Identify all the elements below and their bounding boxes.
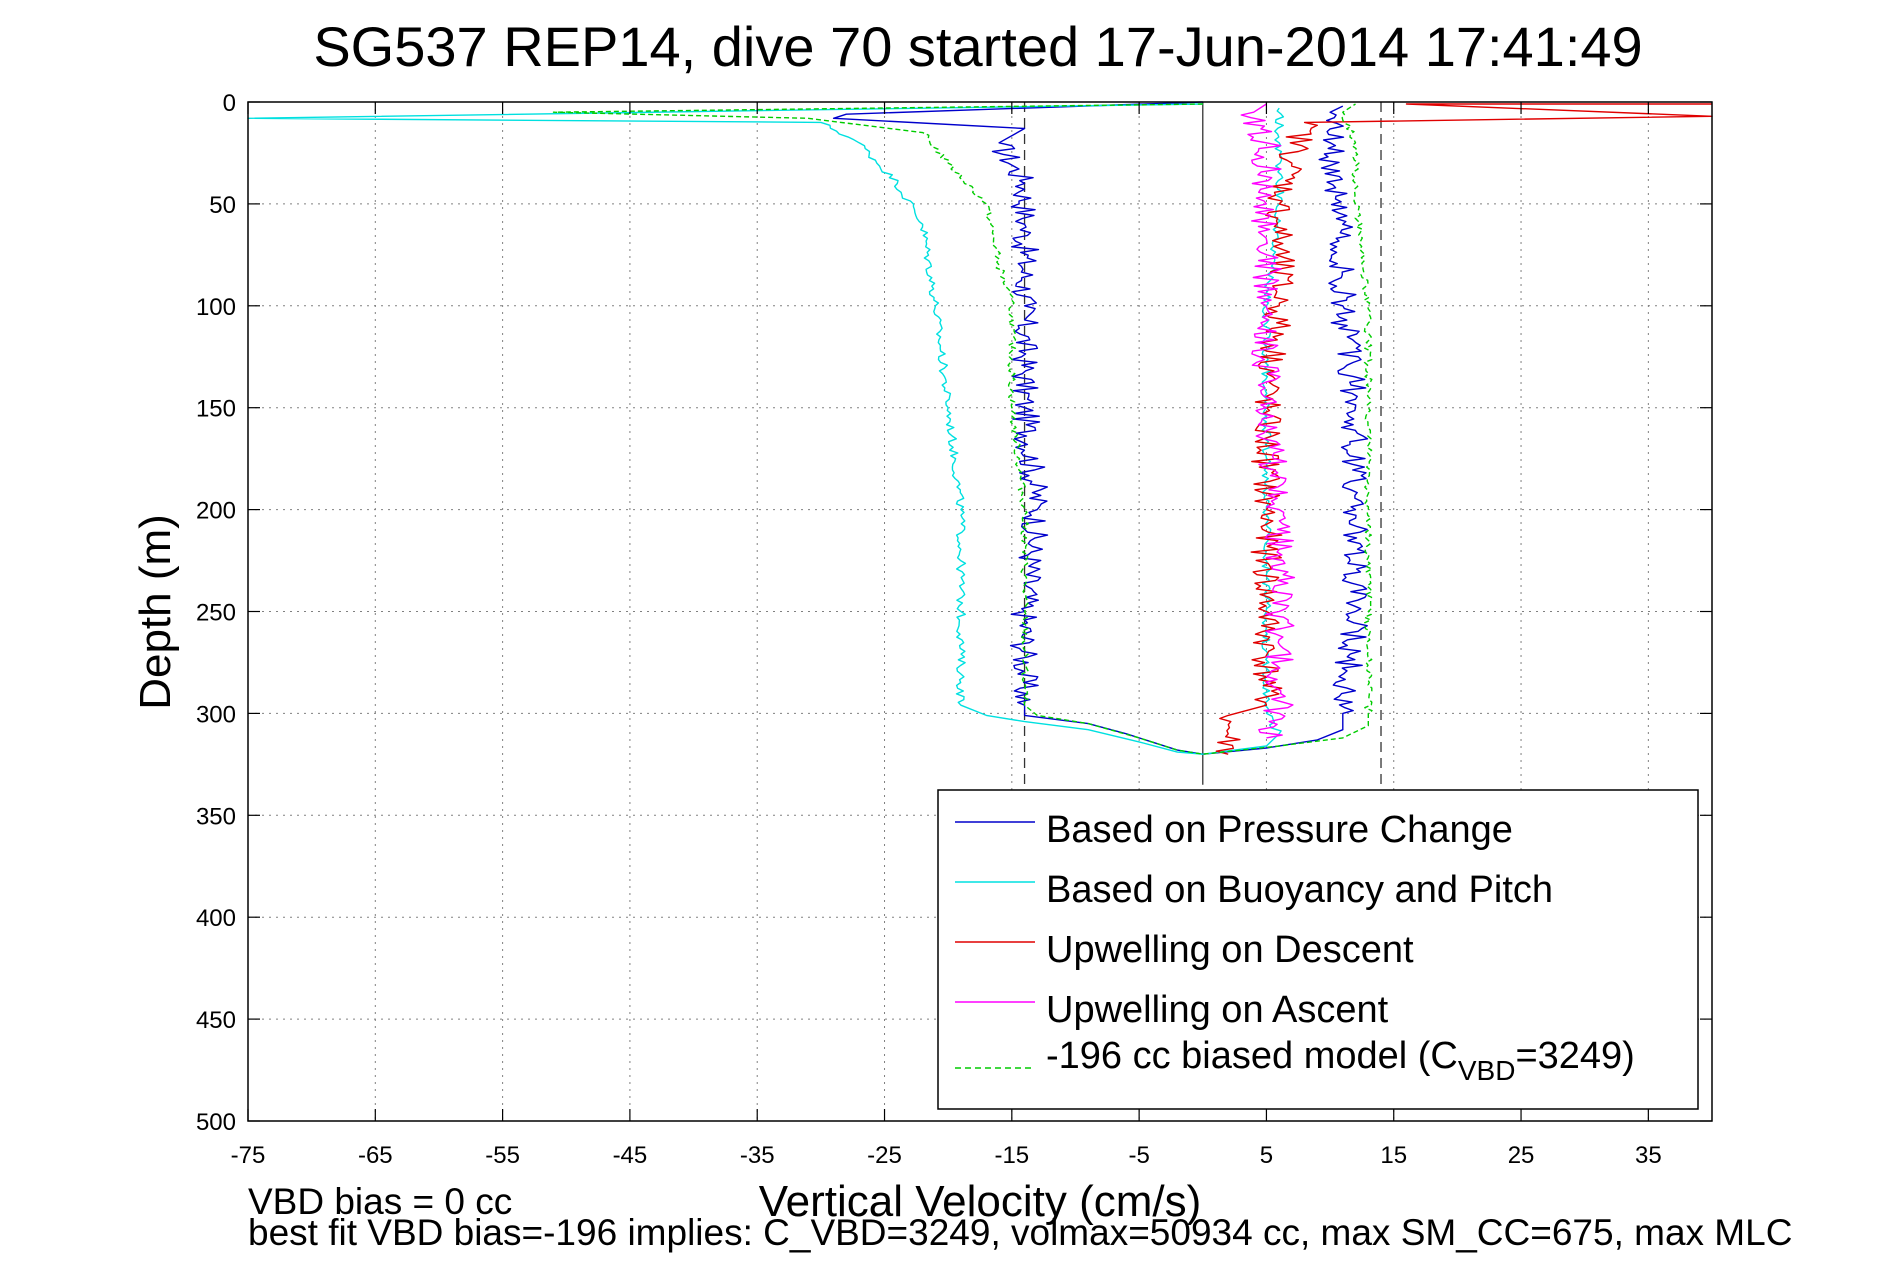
y-tick-label: 200 [196, 498, 236, 525]
legend-box [937, 789, 1699, 1110]
x-axis-label: Vertical Velocity (cm/s) [759, 1177, 1202, 1226]
legend-label-pressure: Based on Pressure Change [1046, 809, 1513, 851]
y-tick-label: 150 [196, 396, 236, 423]
legend-label-ascent: Upwelling on Ascent [1046, 989, 1389, 1031]
series-line [247, 103, 1285, 755]
legend-model-subscript: VBD [1458, 1055, 1516, 1086]
x-tick-label: -15 [994, 1142, 1029, 1169]
x-axis-ticks: -75 -65 -55 -45 -35 -25 -15 -5 5 15 25 35 [231, 102, 1662, 1169]
series-line [832, 101, 1369, 755]
x-tick-label: -5 [1128, 1142, 1149, 1169]
y-tick-label: 300 [196, 701, 236, 728]
x-tick-label: -45 [613, 1142, 648, 1169]
x-tick-label: 5 [1260, 1142, 1273, 1169]
y-tick-label: 0 [223, 90, 236, 117]
legend-label-model: -196 cc biased model (CVBD=3249) [1046, 1035, 1635, 1086]
y-tick-label: 100 [196, 294, 236, 321]
series-line [1215, 103, 1713, 755]
x-tick-label: 35 [1635, 1142, 1662, 1169]
legend-model-prefix: -196 cc biased model (C [1046, 1035, 1458, 1077]
best-fit-note: best fit VBD bias=-196 implies: C_VBD=32… [248, 1212, 1793, 1253]
series-layer [247, 101, 1713, 755]
y-tick-label: 350 [196, 803, 236, 830]
reference-lines [1023, 102, 1382, 785]
y-tick-label: 500 [196, 1109, 236, 1136]
chart-title: SG537 REP14, dive 70 started 17-Jun-2014… [313, 15, 1642, 78]
x-tick-label: -55 [485, 1142, 520, 1169]
legend-label-buoyancy: Based on Buoyancy and Pitch [1046, 869, 1553, 911]
legend-model-suffix: =3249) [1515, 1035, 1634, 1077]
x-tick-label: -75 [231, 1142, 266, 1169]
x-tick-label: 25 [1508, 1142, 1535, 1169]
y-axis-ticks: 0 50 100 150 200 250 300 350 400 450 500 [196, 90, 1712, 1136]
x-tick-label: 15 [1380, 1142, 1407, 1169]
series-line [552, 103, 1373, 755]
y-axis-label: Depth (m) [131, 514, 180, 710]
y-tick-label: 450 [196, 1007, 236, 1034]
legend: Based on Pressure Change Based on Buoyan… [937, 789, 1699, 1110]
legend-label-descent: Upwelling on Descent [1046, 929, 1414, 971]
y-tick-label: 400 [196, 905, 236, 932]
x-tick-label: -35 [740, 1142, 775, 1169]
y-tick-label: 50 [209, 192, 236, 219]
y-tick-label: 250 [196, 600, 236, 627]
x-tick-label: -25 [867, 1142, 902, 1169]
x-tick-label: -65 [358, 1142, 393, 1169]
series-line [1240, 103, 1296, 739]
vbd-bias-note: VBD bias = 0 cc [248, 1181, 513, 1222]
